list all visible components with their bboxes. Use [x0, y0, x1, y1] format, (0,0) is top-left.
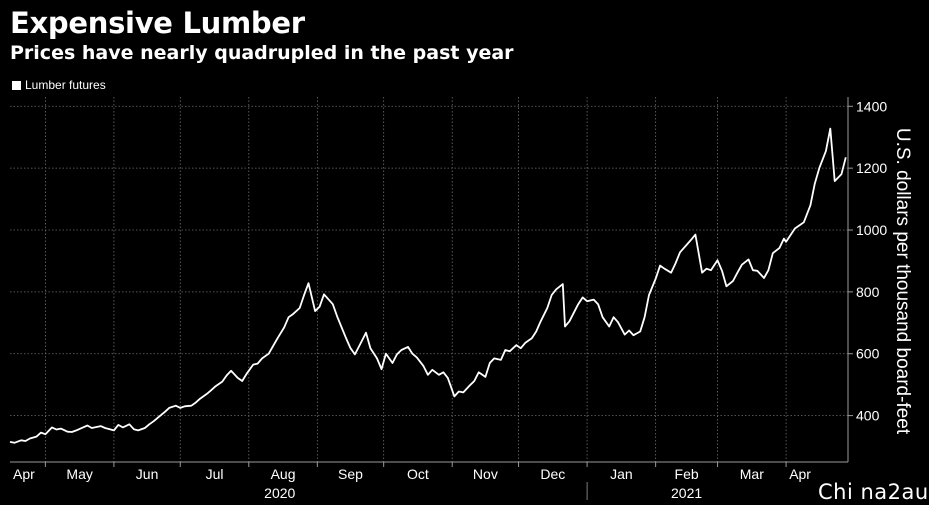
x-tick-label: Apr [13, 466, 35, 482]
y-tick-label: 600 [856, 346, 880, 362]
year-label: 2020 [264, 485, 295, 501]
y-tick-label: 1200 [856, 160, 887, 176]
x-tick-label: Feb [675, 466, 699, 482]
y-axis-title-text: U.S. dollars per thousand board-feet [892, 127, 913, 435]
x-tick-label: Mar [740, 466, 764, 482]
y-axis-title: U.S. dollars per thousand board-feet [889, 116, 915, 446]
x-tick-label: Sep [338, 466, 363, 482]
x-tick-label: Apr [789, 466, 811, 482]
x-tick-label: Jul [206, 466, 224, 482]
y-tick-label: 400 [856, 408, 880, 424]
year-label: 2021 [671, 485, 702, 501]
watermark: Chi na2au [818, 480, 929, 504]
x-tick-label: Jun [136, 466, 159, 482]
chart-title: Expensive Lumber [10, 6, 305, 40]
series-line-lumber-futures [9, 127, 847, 444]
legend-swatch [12, 80, 21, 90]
x-tick-label: Nov [473, 466, 498, 482]
legend-label: Lumber futures [25, 78, 106, 92]
y-tick-label: 1400 [856, 98, 887, 114]
x-tick-label: Aug [271, 466, 296, 482]
x-tick-label: Oct [407, 466, 429, 482]
x-tick-label: Dec [540, 466, 565, 482]
chart-subtitle: Prices have nearly quadrupled in the pas… [10, 42, 514, 64]
legend: Lumber futures [12, 78, 106, 92]
x-tick-label: Jan [610, 466, 633, 482]
y-tick-label: 1000 [856, 222, 887, 238]
y-tick-label: 800 [856, 284, 880, 300]
x-tick-label: May [66, 466, 92, 482]
